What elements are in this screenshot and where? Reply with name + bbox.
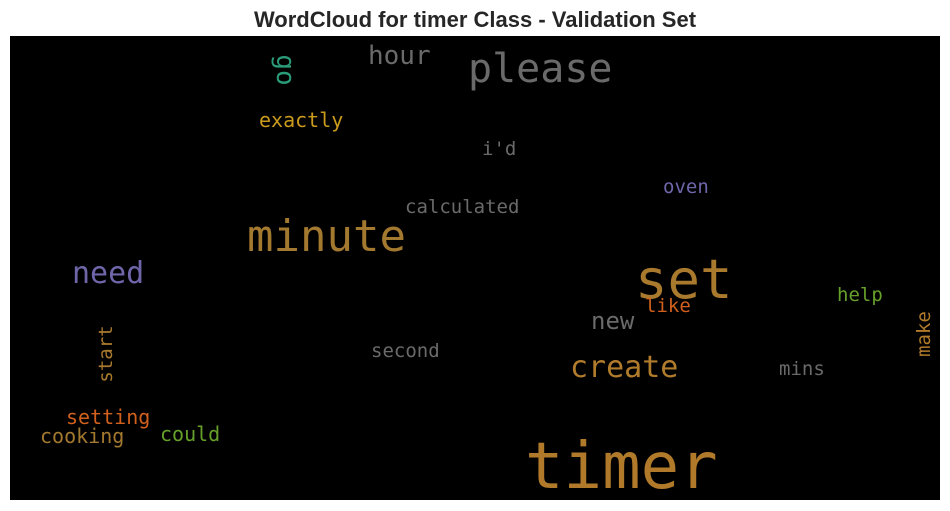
word-create: create xyxy=(570,350,678,385)
word-help: help xyxy=(837,284,883,306)
word-cooking: cooking xyxy=(40,424,124,448)
word-go: go xyxy=(270,54,300,85)
word-set: set xyxy=(635,248,733,311)
word-oven: oven xyxy=(663,176,709,198)
word-could: could xyxy=(160,422,220,446)
word-second: second xyxy=(371,340,440,362)
word-calculated: calculated xyxy=(405,196,519,218)
wordcloud-svg: timer set minute please need create hour new go e… xyxy=(40,41,935,500)
word-make: make xyxy=(913,311,935,357)
chart-title: WordCloud for timer Class - Validation S… xyxy=(253,7,697,32)
word-new: new xyxy=(591,307,635,335)
wordcloud-canvas: timer set minute please need create hour new go e… xyxy=(10,36,940,500)
word-setting: setting xyxy=(66,405,150,429)
word-minute: minute xyxy=(247,211,406,262)
word-hour: hour xyxy=(368,41,431,71)
word-mins: mins xyxy=(779,358,825,380)
word-please: please xyxy=(468,46,613,92)
word-timer: timer xyxy=(525,430,718,500)
word-exactly: exactly xyxy=(259,108,343,132)
word-need: need xyxy=(72,256,144,291)
word-start: start xyxy=(95,325,117,382)
word-like: like xyxy=(645,295,691,317)
word-id: i'd xyxy=(482,138,516,160)
